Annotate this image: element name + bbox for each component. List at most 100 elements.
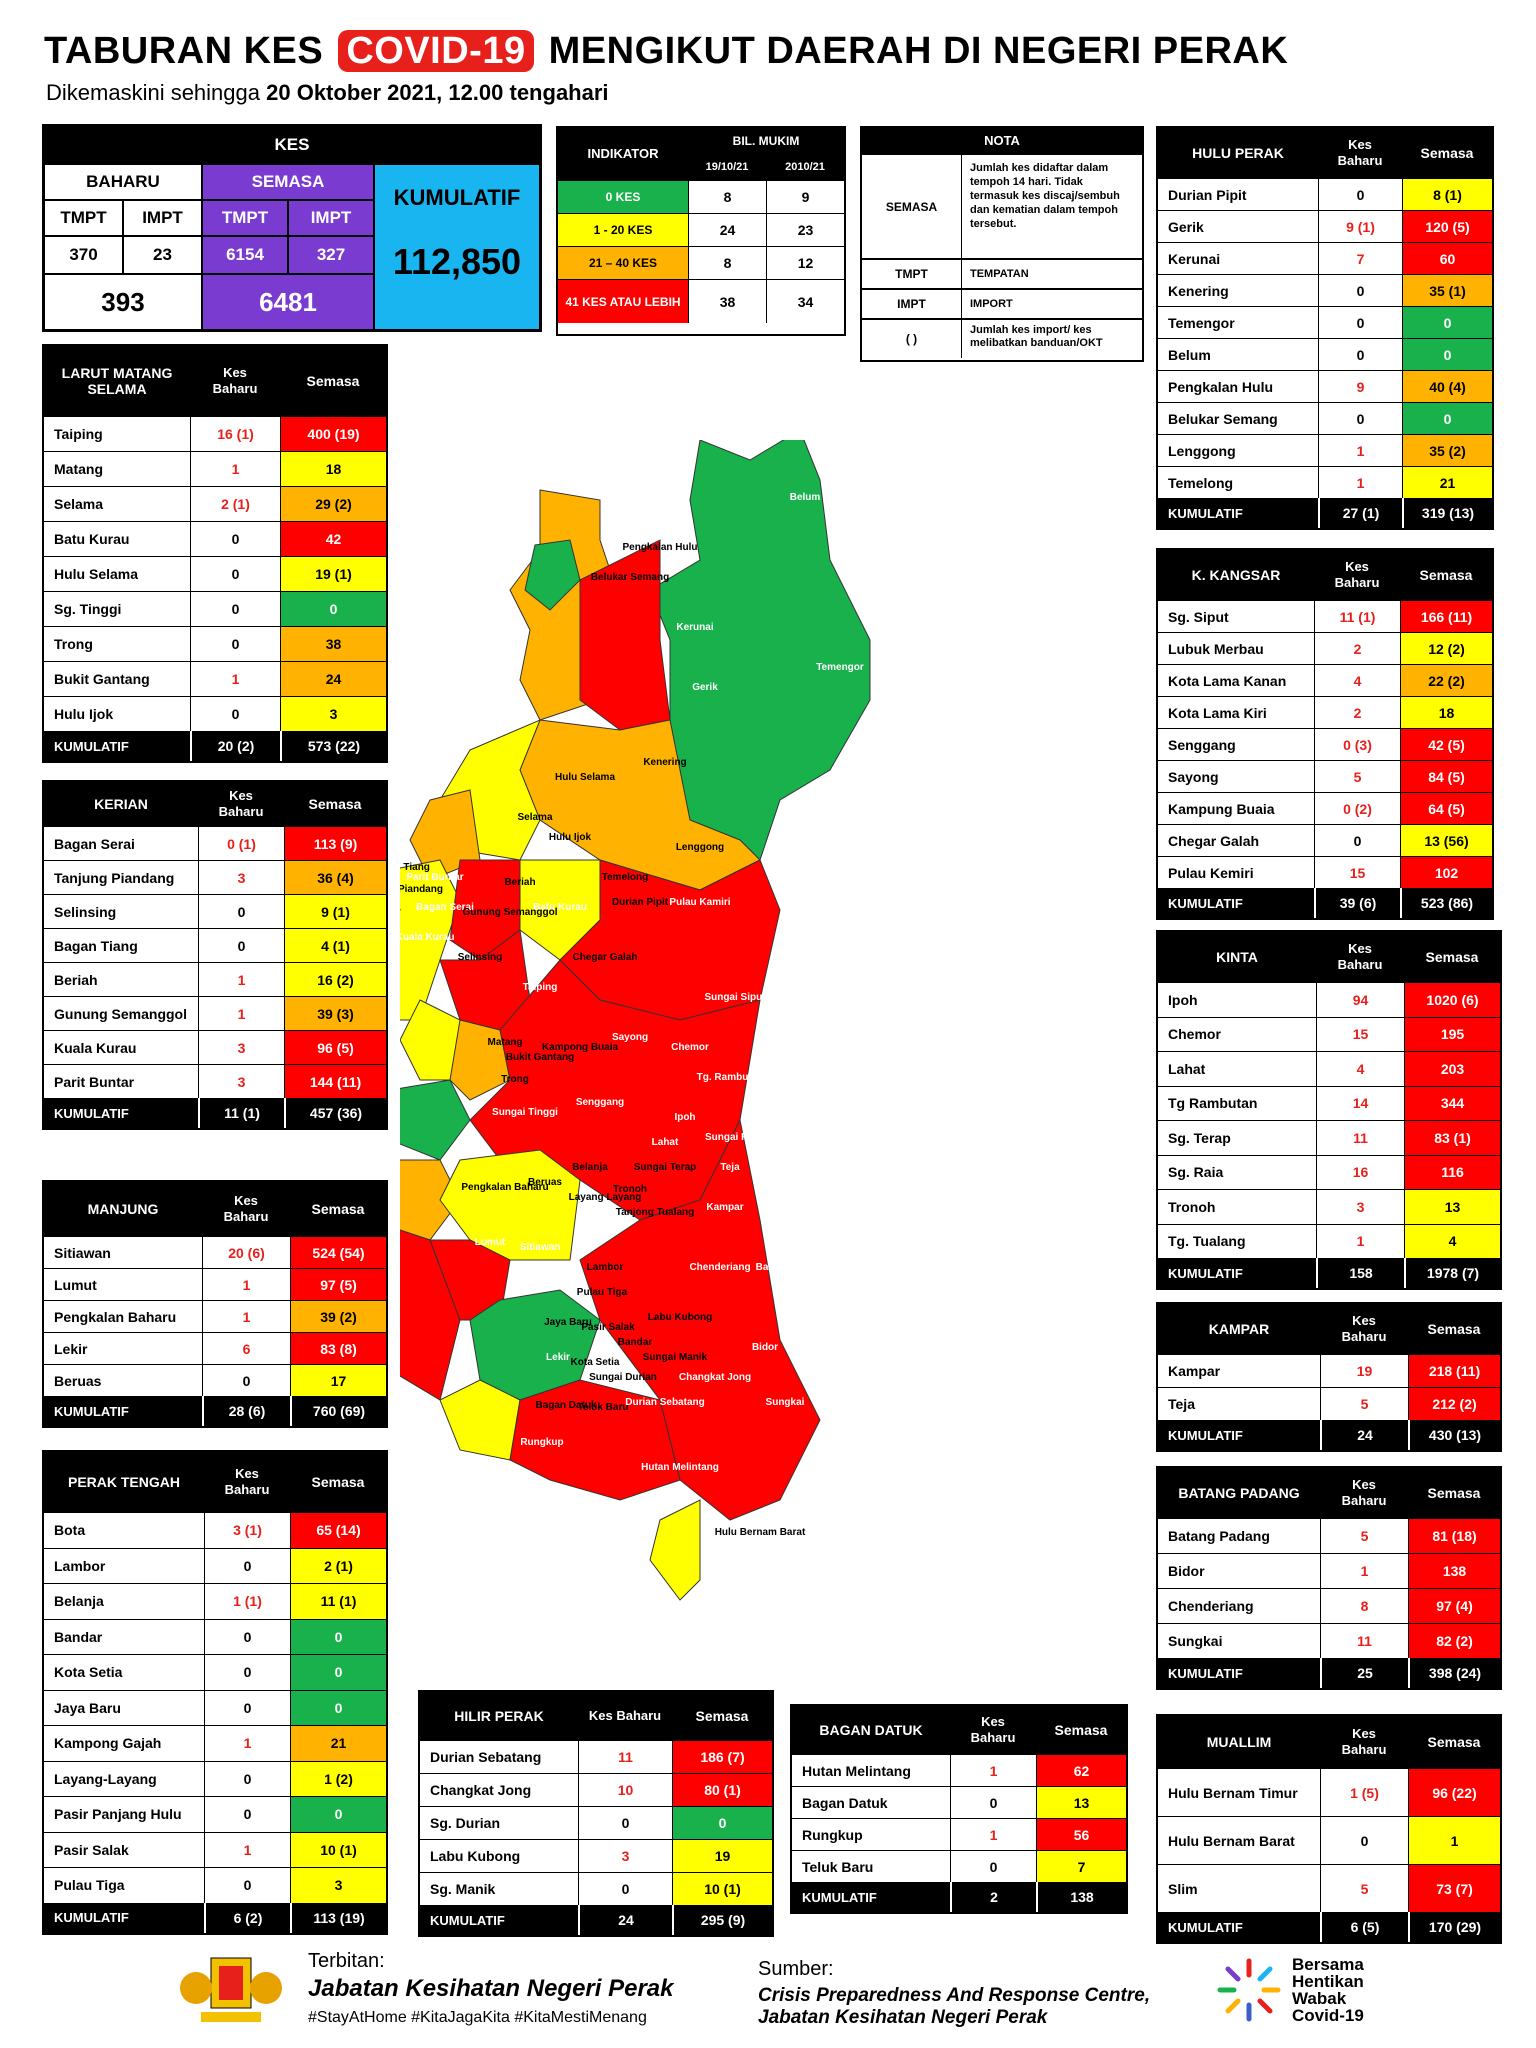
district-name: Selinsing xyxy=(54,903,117,920)
district-name: Sg. Durian xyxy=(430,1815,501,1831)
map-label: Pulau Tiga xyxy=(577,1287,628,1298)
semasa-value: 10 (1) xyxy=(672,1873,772,1905)
district-name: Beriah xyxy=(54,971,98,988)
district-name: Sayong xyxy=(1168,768,1219,785)
district-name: Pulau Tiga xyxy=(54,1877,125,1894)
map-label: Bandar xyxy=(618,1337,653,1348)
kes-baharu-value: 1 xyxy=(950,1819,1036,1850)
semasa-value: 3 xyxy=(280,697,386,731)
indikator-row: 1 - 20 KES 24 23 xyxy=(558,213,844,246)
semasa-tmpt-value: 6154 xyxy=(202,236,288,274)
total-label: KUMULATIF xyxy=(54,1910,129,1925)
map-label: Pengkalan Baharu xyxy=(461,1182,548,1193)
district-name: Beruas xyxy=(54,1372,102,1389)
map-label: Temengor xyxy=(816,662,864,673)
district-name: Temelong xyxy=(1168,474,1234,491)
nota-semasa-label: SEMASA xyxy=(862,155,962,258)
semasa-value: 18 xyxy=(1400,697,1492,728)
semasa-value: 24 xyxy=(280,662,386,696)
coat-of-arms-icon xyxy=(180,1957,282,2022)
semasa-value: 56 xyxy=(1036,1819,1126,1850)
district-name: Teja xyxy=(1168,1396,1195,1412)
map-label: Lambor xyxy=(587,1262,624,1273)
total-semasa: 319 (13) xyxy=(1402,498,1492,528)
table-row: Kampong Gajah 1 21 xyxy=(44,1725,386,1761)
kes-baharu-value: 0 xyxy=(1318,179,1402,210)
semasa-header: Semasa xyxy=(1427,1485,1481,1501)
kes-baharu-value: 0 xyxy=(204,1761,290,1796)
table-row: Pulau Kemiri 15 102 xyxy=(1158,856,1492,888)
indikator-row: 0 KES 8 9 xyxy=(558,180,844,213)
kes-baharu-value: 1 xyxy=(190,452,280,486)
indikator-label: 41 KES ATAU LEBIH xyxy=(558,280,688,323)
semasa-value: 35 (1) xyxy=(1402,275,1492,306)
semasa-value: 4 xyxy=(1404,1224,1500,1258)
kes-baharu-value: 9 (1) xyxy=(1318,211,1402,242)
map-label: Taiping xyxy=(523,982,558,993)
kes-baharu-header: Kes Baharu xyxy=(1341,1477,1387,1508)
district-name: Lahat xyxy=(1168,1060,1206,1077)
campaign-logo: Bersama Hentikan Wabak Covid-19 xyxy=(1212,1948,1392,2032)
total-kes-baharu: 6 (5) xyxy=(1320,1912,1408,1942)
table-row: Kuala Kurau 3 96 (5) xyxy=(44,1030,386,1064)
map-label: Trong xyxy=(501,1074,529,1085)
map-label: Sungkai xyxy=(766,1397,805,1408)
table-row: Pasir Salak 1 10 (1) xyxy=(44,1831,386,1867)
district-name: Kampar xyxy=(1168,1363,1221,1379)
district-name: Hulu Bernam Barat xyxy=(1168,1832,1295,1849)
map-label: Rungkup xyxy=(520,1437,563,1448)
table-row: Sayong 5 84 (5) xyxy=(1158,760,1492,792)
table-row: Matang 1 18 xyxy=(44,451,386,486)
summary-box: KES BAHARU SEMASA TMPT IMPT TMPT IMPT 37… xyxy=(42,124,542,332)
semasa-value: 0 xyxy=(1402,307,1492,338)
kes-baharu-value: 0 xyxy=(190,592,280,626)
district-table-bagan: BAGAN DATUK Kes Baharu Semasa Hutan Melinta… xyxy=(790,1704,1128,1914)
semasa-value: 3 xyxy=(290,1868,386,1903)
map-label: Bota xyxy=(587,1222,610,1233)
semasa-value: 83 (1) xyxy=(1404,1121,1500,1155)
table-total-row: KUMULATIF 20 (2) 573 (22) xyxy=(44,731,386,761)
semasa-value: 36 (4) xyxy=(284,861,386,894)
semasa-value: 218 (11) xyxy=(1408,1355,1500,1387)
semasa-value: 203 xyxy=(1404,1052,1500,1086)
kes-baharu-value: 1 xyxy=(1316,1224,1404,1258)
kes-baharu-value: 5 xyxy=(1320,1865,1408,1912)
table-row: Selama 2 (1) 29 (2) xyxy=(44,486,386,521)
semasa-value: 8 (1) xyxy=(1402,179,1492,210)
region-matang xyxy=(400,999,461,1081)
semasa-value: 400 (19) xyxy=(280,417,386,451)
total-semasa: 523 (86) xyxy=(1400,888,1492,918)
kes-baharu-value: 1 (5) xyxy=(1320,1769,1408,1816)
kes-baharu-value: 0 xyxy=(190,627,280,661)
table-total-row: KUMULATIF 24 295 (9) xyxy=(420,1905,772,1935)
map-label: Senggang xyxy=(576,1097,624,1108)
kes-baharu-header: Kes Baharu xyxy=(218,788,264,819)
map-label: Durian Sebatang xyxy=(625,1397,704,1408)
table-title: HILIR PERAK xyxy=(454,1708,544,1724)
kes-baharu-header: Kes Baharu xyxy=(1341,1726,1387,1757)
district-name: Belukar Semang xyxy=(1168,410,1278,427)
kes-baharu-value: 10 xyxy=(578,1774,672,1806)
table-row: Durian Pipit 0 8 (1) xyxy=(1158,178,1492,210)
map-label: Ipoh xyxy=(674,1112,695,1123)
kes-baharu-value: 0 xyxy=(950,1851,1036,1882)
region-belukar xyxy=(524,539,581,611)
kes-baharu-value: 4 xyxy=(1316,1052,1404,1086)
table-row: Bagan Datuk 0 13 xyxy=(792,1786,1126,1818)
semasa-value: 0 xyxy=(1402,403,1492,434)
total-kes-baharu: 25 xyxy=(1320,1658,1408,1688)
kes-baharu-value: 1 xyxy=(1318,435,1402,466)
table-row: Batu Kurau 0 42 xyxy=(44,521,386,556)
kes-baharu-value: 3 xyxy=(198,1031,284,1064)
district-name: Kota Lama Kiri xyxy=(1168,704,1267,721)
nota-tmpt-desc: TEMPATAN xyxy=(970,268,1029,280)
semasa-value: 97 (4) xyxy=(1408,1589,1500,1623)
semasa-value: 84 (5) xyxy=(1400,761,1492,792)
table-row: Trong 0 38 xyxy=(44,626,386,661)
semasa-value: 60 xyxy=(1402,243,1492,274)
semasa-value: 138 xyxy=(1408,1554,1500,1588)
map-label: Bagan Datuk xyxy=(535,1400,597,1411)
indikator-count-1: 8 xyxy=(688,181,766,213)
baharu-label: BAHARU xyxy=(44,164,202,200)
district-name: Taiping xyxy=(54,426,103,442)
